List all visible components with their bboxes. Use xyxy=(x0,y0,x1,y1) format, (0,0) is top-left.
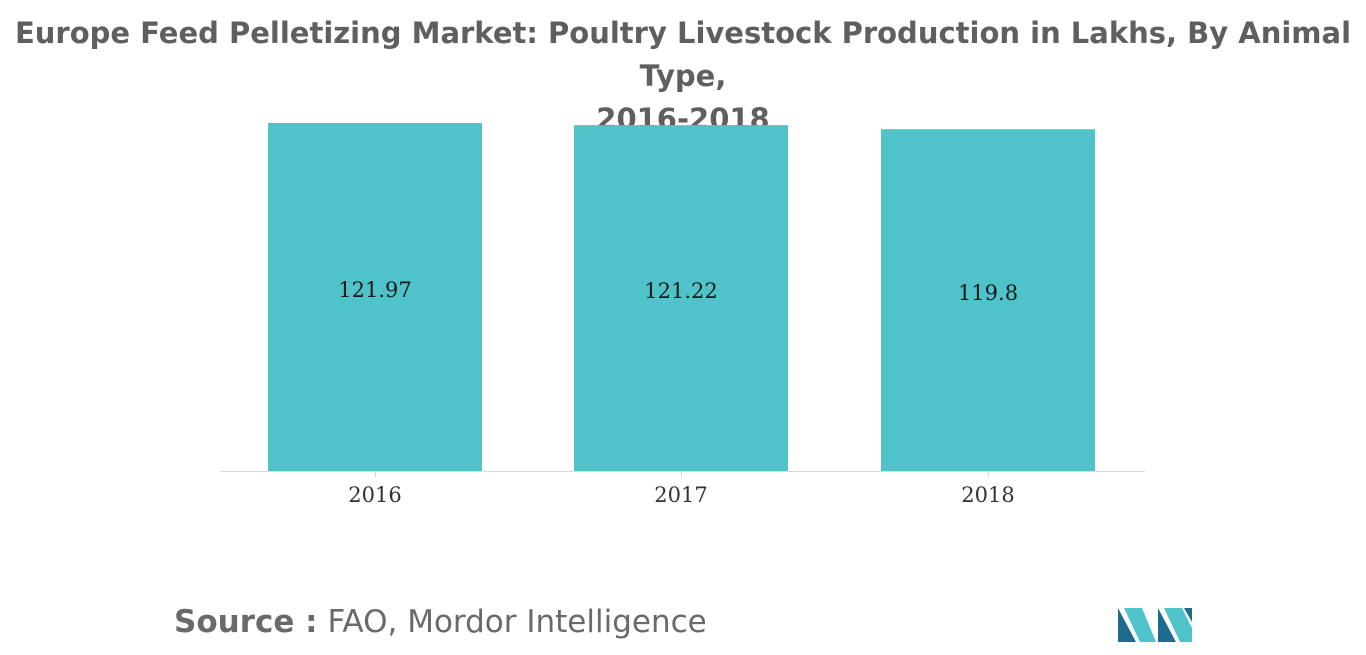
bar-2017 xyxy=(574,125,788,472)
bar-2018 xyxy=(881,129,1095,472)
source-note: Source : FAO, Mordor Intelligence xyxy=(174,604,707,640)
x-tick-label-2018: 2018 xyxy=(961,483,1014,507)
data-label-2016: 121.97 xyxy=(338,278,411,302)
x-tick-label-2017: 2017 xyxy=(654,483,707,507)
mordor-intelligence-logo xyxy=(1118,608,1192,642)
data-label-2018: 119.8 xyxy=(958,281,1018,305)
chart-title: Europe Feed Pelletizing Market: Poultry … xyxy=(0,12,1366,141)
source-text: FAO, Mordor Intelligence xyxy=(327,604,707,640)
x-tick-label-2016: 2016 xyxy=(348,483,401,507)
chart-title-line-1: Europe Feed Pelletizing Market: Poultry … xyxy=(14,16,1352,93)
data-label-2017: 121.22 xyxy=(644,279,717,303)
bar-chart: 121.97 2016 121.22 2017 119.8 2018 xyxy=(220,123,1145,507)
bar-2016 xyxy=(268,123,482,471)
source-label: Source : xyxy=(174,604,318,640)
